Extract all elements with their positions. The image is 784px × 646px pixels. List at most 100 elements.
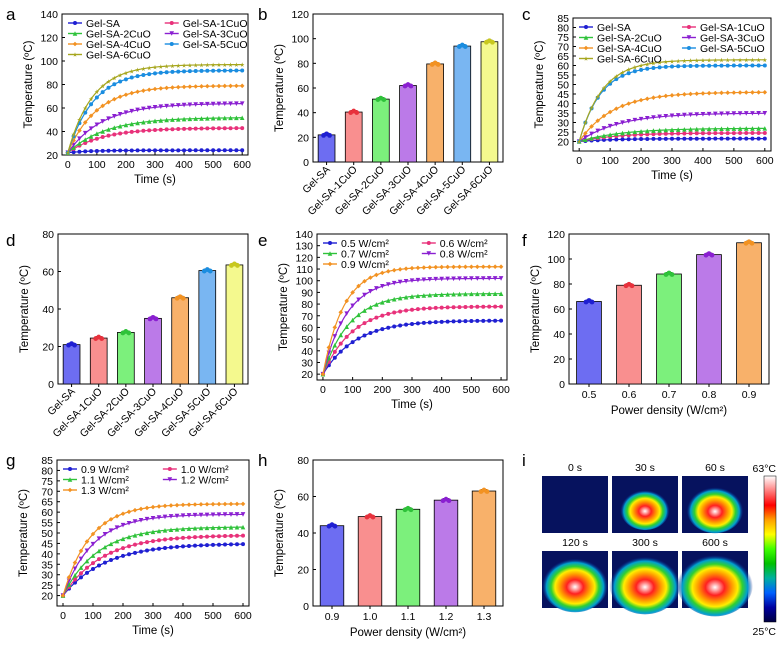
x-tick-label: 400: [694, 155, 712, 167]
data-point: [222, 126, 227, 131]
data-point: [362, 292, 367, 298]
data-point: [85, 565, 89, 570]
data-point: [632, 137, 637, 142]
data-dot: [381, 97, 387, 102]
data-point: [108, 528, 114, 533]
data-point: [186, 513, 192, 518]
data-point: [120, 536, 126, 542]
data-point: [94, 122, 100, 128]
data-point: [404, 322, 409, 327]
y-tick-label: 45: [41, 538, 53, 550]
data-point: [675, 113, 681, 118]
data-point: [123, 122, 129, 128]
data-point: [205, 148, 210, 153]
data-dot: [126, 330, 132, 336]
data-point: [126, 509, 132, 515]
data-point: [126, 534, 132, 540]
data-point: [97, 557, 101, 562]
data-point: [427, 306, 432, 311]
x-tick-label: 500: [204, 159, 222, 171]
data-point: [174, 526, 180, 532]
data-point: [645, 132, 650, 137]
data-point: [344, 344, 349, 349]
data-point: [707, 136, 712, 141]
legend-label: Gel-SA-3CuO: [700, 33, 765, 45]
y-tick-label: 100: [547, 254, 565, 266]
data-point: [180, 513, 186, 519]
data-point: [90, 531, 96, 537]
thermal-hotspot: [541, 555, 609, 613]
data-point: [486, 264, 492, 270]
y-tick-label: 20: [41, 591, 53, 603]
data-point: [403, 278, 409, 284]
series-2: Gel-SA-2CuO: [65, 29, 245, 155]
thermal-frame: 60 s: [682, 462, 748, 534]
data-point: [144, 530, 150, 536]
data-point: [344, 298, 349, 304]
data-point: [241, 542, 245, 547]
x-tick-label: 0: [60, 610, 66, 622]
data-point: [222, 512, 228, 517]
x-axis-label: Power density (W/cm²): [611, 405, 727, 417]
data-point: [694, 58, 700, 63]
data-point: [78, 548, 84, 554]
data-point: [109, 550, 113, 555]
x-tick-label: 600: [234, 610, 252, 622]
data-point: [210, 525, 216, 530]
data-point: [157, 546, 161, 551]
data-point: [117, 123, 123, 129]
data-point: [713, 136, 718, 141]
data-point: [102, 544, 108, 550]
data-point: [676, 136, 681, 141]
legend-label: Gel-SA-5CuO: [183, 39, 248, 51]
y-tick-label: 20: [301, 369, 313, 381]
data-point: [83, 140, 88, 145]
legend-label: Gel-SA-6CuO: [86, 50, 151, 62]
x-tick-label: 200: [114, 610, 132, 622]
y-tick-label: 120: [547, 229, 565, 241]
data-point: [77, 136, 82, 141]
legend-marker: [686, 46, 691, 50]
data-point: [632, 129, 638, 135]
data-point: [175, 103, 181, 108]
bar: [319, 525, 345, 607]
data-point: [385, 282, 391, 287]
data-point: [135, 107, 140, 113]
data-point: [433, 320, 438, 325]
data-point: [391, 296, 397, 302]
y-tick-label: 85: [557, 13, 569, 25]
data-point: [228, 126, 233, 131]
data-dot: [180, 295, 186, 301]
x-tick-label: 1.1: [401, 611, 416, 623]
data-point: [240, 148, 245, 153]
data-point: [499, 304, 504, 309]
data-point: [620, 70, 625, 75]
panel-letter: a: [6, 5, 16, 24]
data-point: [493, 304, 498, 309]
chart-panel-f: 0 20 40 60 80 100 120 Temperature (ºC) 0.5 0.6 0.7…: [530, 229, 770, 417]
data-point: [762, 131, 767, 136]
legend-label: 0.9 W/cm²: [81, 464, 129, 476]
colorbar-max-label: 63°C: [753, 463, 777, 475]
data-point: [135, 129, 140, 134]
y-tick-label: 120: [291, 9, 309, 21]
data-point: [415, 265, 421, 271]
data-point: [421, 293, 427, 298]
legend-marker: [583, 35, 589, 40]
data-point: [344, 324, 349, 330]
data-point: [725, 136, 730, 141]
data-point: [132, 532, 138, 538]
data-point: [193, 69, 198, 74]
data-point: [725, 131, 730, 136]
series-3: 1.2 W/cm²: [60, 475, 246, 598]
bar: [357, 516, 383, 607]
bar: [62, 344, 81, 385]
data-point: [240, 68, 245, 73]
y-tick-label: 0: [303, 601, 309, 613]
legend-marker: [327, 251, 333, 256]
data-point: [595, 134, 601, 140]
legend-marker: [584, 25, 588, 29]
data-point: [187, 544, 191, 549]
data-point: [234, 501, 240, 507]
data-point: [222, 148, 227, 153]
